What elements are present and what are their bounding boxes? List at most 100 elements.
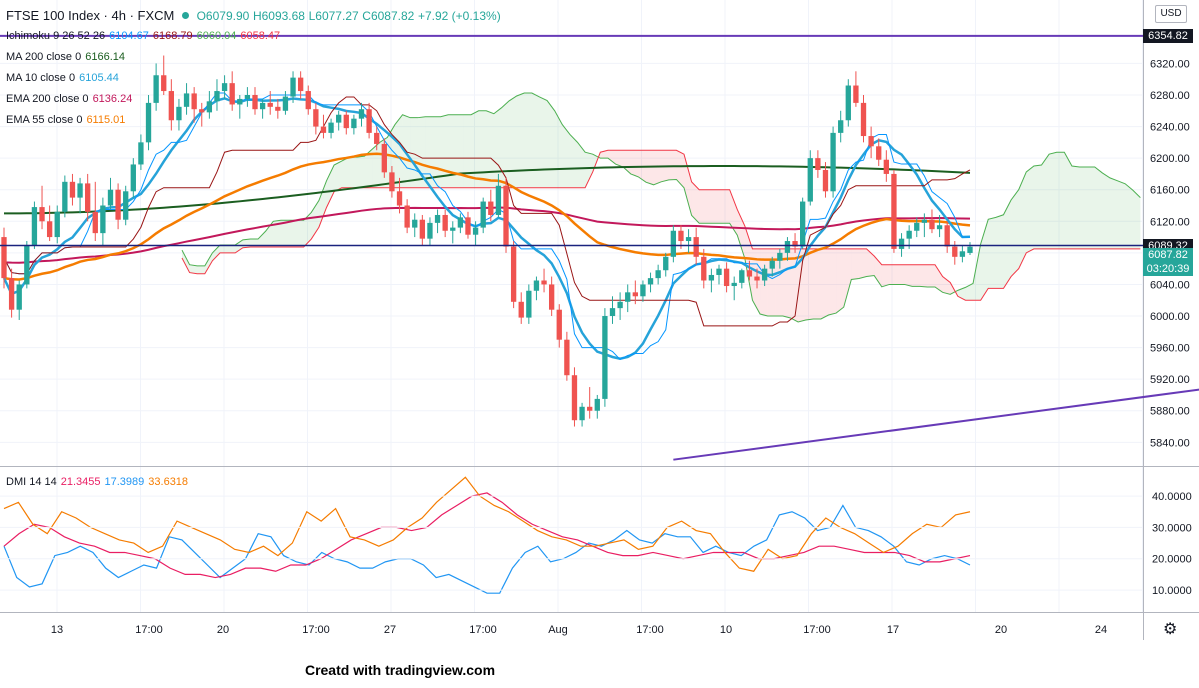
indicator-legend-row[interactable]: Ichimoku 9 26 52 26 6104.67 6168.79 6060.04…	[6, 30, 284, 42]
candle-body	[609, 308, 616, 317]
ichimoku-cloud-segment	[798, 248, 806, 322]
indicator-legend-row[interactable]: EMA 200 close 0 6136.24	[6, 93, 136, 105]
ichimoku-cloud-segment	[607, 150, 616, 165]
candle-body	[830, 132, 836, 192]
ichimoku-cloud-segment	[653, 150, 662, 185]
indicator-legend-row[interactable]: MA 200 close 0 6166.14	[6, 51, 129, 63]
candle-body	[54, 211, 60, 238]
ichimoku-cloud-segment	[714, 189, 723, 224]
indicator-name: MA 10 close 0	[6, 72, 76, 84]
status-dot-icon	[181, 12, 189, 19]
ichimoku-cloud-segment	[478, 110, 487, 188]
candle-body	[168, 91, 175, 121]
indicator-value: 6104.67	[109, 30, 149, 42]
ichimoku-cloud-segment	[531, 93, 540, 188]
candle-body	[632, 292, 638, 297]
candle-body	[876, 146, 882, 160]
candle-body	[123, 191, 129, 220]
candle-body	[959, 251, 966, 257]
ichimoku-cloud-segment	[524, 93, 532, 188]
indicator-legend-row[interactable]: MA 10 close 0 6105.44	[6, 72, 123, 84]
ichimoku-cloud-segment	[866, 248, 875, 277]
ichimoku-cloud-segment	[699, 189, 707, 224]
ichimoku-cloud-segment	[935, 264, 943, 293]
ma-10-line	[2, 97, 971, 361]
candle-body	[921, 219, 928, 223]
price-tick-label: 6320.00	[1150, 58, 1190, 70]
ichimoku-cloud-segment	[980, 219, 989, 301]
indicator-name: MA 200 close 0	[6, 51, 82, 63]
ichimoku-cloud-segment	[927, 264, 936, 288]
price-tick-label: 6240.00	[1150, 122, 1190, 134]
candle-body	[822, 169, 829, 192]
ichimoku-cloud-segment	[881, 264, 890, 287]
candle-body	[571, 375, 578, 421]
ichimoku-cloud-segment	[615, 150, 624, 168]
indicator-legend-row[interactable]: EMA 55 close 0 6115.01	[6, 114, 129, 126]
candle-body	[663, 256, 669, 271]
dmi-di-line	[3, 492, 971, 579]
price-tick-label: 6280.00	[1150, 90, 1190, 102]
dmi-tick-label: 10.0000	[1152, 585, 1192, 597]
time-axis-label: 17:00	[135, 624, 163, 636]
ichimoku-cloud-segment	[212, 244, 221, 261]
time-axis-label: 17:00	[302, 624, 330, 636]
currency-label[interactable]: USD	[1155, 5, 1187, 23]
candle-body	[510, 246, 517, 302]
ichimoku-cloud-segment	[828, 248, 837, 316]
candle-body	[936, 225, 943, 230]
price-tick-label: 5960.00	[1150, 343, 1190, 355]
ichimoku-cloud-segment	[493, 107, 502, 188]
candle-body	[176, 106, 182, 121]
dmi-di-line	[3, 504, 971, 594]
ichimoku-cloud-segment	[280, 220, 289, 247]
dmi-tick-label: 40.0000	[1152, 491, 1192, 503]
ichimoku-cloud-segment	[356, 156, 365, 188]
time-axis-label: 20	[995, 624, 1007, 636]
candle-body	[442, 214, 448, 231]
kijun-line	[3, 96, 971, 327]
candle-body	[92, 211, 98, 234]
candle-body	[465, 217, 471, 235]
candle-body	[701, 256, 707, 281]
candle-body	[495, 185, 502, 215]
time-axis-label: 27	[384, 624, 396, 636]
ichimoku-cloud-segment	[1125, 183, 1133, 249]
ichimoku-cloud-segment	[1011, 189, 1019, 277]
symbol-title[interactable]: FTSE 100 Index · 4h · FXCM	[6, 8, 175, 23]
candle-body	[685, 237, 692, 242]
candle-body	[237, 98, 243, 105]
ichimoku-cloud-segment	[1117, 180, 1126, 249]
ichimoku-cloud-segment	[676, 150, 685, 188]
candle-body	[229, 83, 235, 105]
indicator-value: 6136.24	[92, 93, 133, 105]
candle-body	[275, 106, 281, 111]
candle-body	[815, 158, 821, 170]
ichimoku-cloud-segment	[577, 142, 586, 188]
candle-body	[374, 132, 380, 144]
dmi-legend-row[interactable]: DMI 14 14 21.3455 17.3989 33.6318	[6, 476, 192, 488]
candle-body	[761, 268, 768, 281]
candle-body	[799, 201, 806, 247]
candle-body	[579, 406, 585, 421]
candle-body	[838, 120, 844, 133]
candle-body	[716, 268, 722, 275]
gear-icon[interactable]: ⚙	[1163, 621, 1178, 638]
time-axis-label: 10	[720, 624, 732, 636]
ichimoku-cloud-segment	[394, 114, 403, 188]
candle-body	[138, 142, 144, 165]
candle-body	[860, 102, 867, 137]
candle-body	[898, 238, 905, 249]
ichimoku-cloud-segment	[995, 214, 1004, 289]
price-badge: 6354.82	[1143, 28, 1193, 43]
dmi-adx-line	[3, 476, 971, 572]
candle-body	[533, 280, 540, 291]
candle-body	[404, 205, 410, 228]
candle-body	[161, 75, 167, 92]
ichimoku-cloud-segment	[562, 124, 570, 188]
indicator-name: EMA 200 close 0	[6, 93, 89, 105]
ichimoku-cloud-segment	[737, 209, 745, 259]
candle-body	[320, 126, 327, 133]
ichimoku-cloud-segment	[684, 154, 692, 216]
